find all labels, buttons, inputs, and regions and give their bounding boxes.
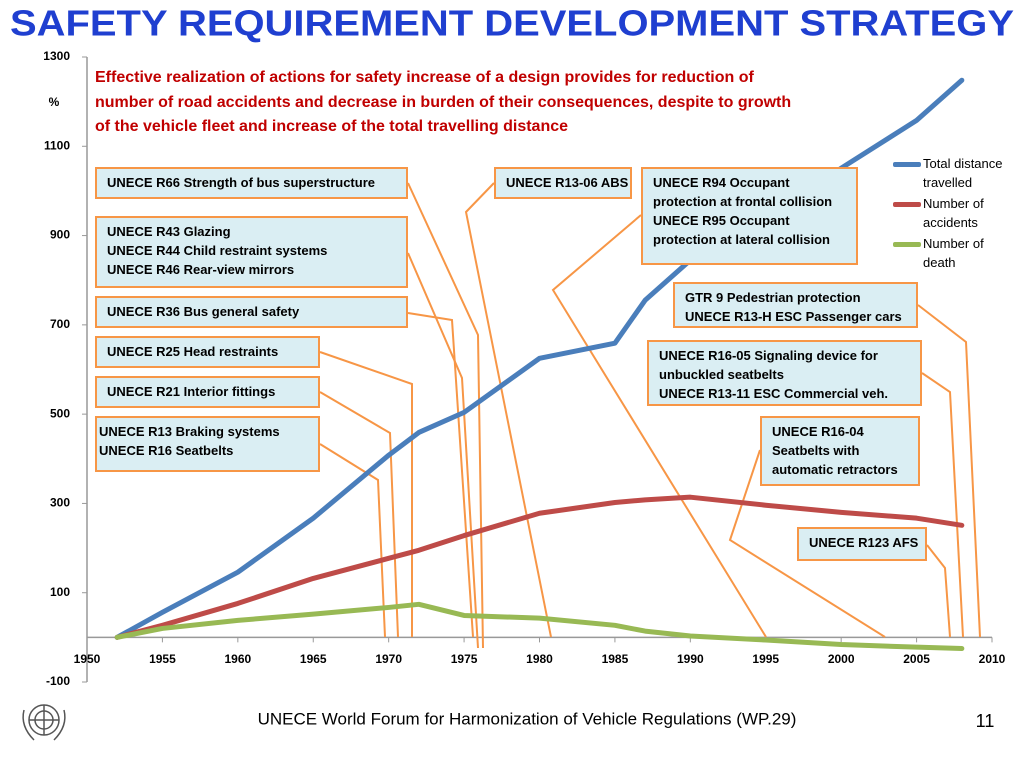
callout-line: [917, 304, 981, 638]
annotation-line: UNECE R16-05 Signaling device for: [659, 348, 878, 363]
annotation-line: UNECE R13-06 ABS: [506, 175, 629, 190]
annotation-line: protection at frontal collision: [653, 194, 833, 209]
annotation-line: Seatbelts with: [772, 443, 860, 458]
legend-swatch: [893, 202, 921, 207]
subtitle: Effective realization of actions for saf…: [95, 66, 791, 140]
annotation-box: UNECE R66 Strength of bus superstructure: [95, 167, 408, 199]
footer-text: UNECE World Forum for Harmonization of V…: [258, 709, 797, 728]
x-tick-label: 1955: [149, 652, 176, 666]
y-tick-label: 300: [50, 496, 70, 510]
callout-line: [728, 449, 886, 638]
legend-swatch: [893, 162, 921, 167]
callout-line: [926, 544, 951, 638]
annotation-box: UNECE R13-06 ABS: [494, 167, 632, 199]
x-tick-label: 2010: [979, 652, 1006, 666]
un-logo: [22, 704, 66, 741]
callout-line: [407, 312, 474, 638]
annotation-line: automatic retractors: [772, 462, 898, 477]
annotation-box: UNECE R43 Glazing UNECE R44 Child restrai…: [95, 216, 408, 288]
annotation-line: protection at lateral collision: [653, 232, 830, 247]
x-tick-label: 1995: [752, 652, 779, 666]
annotation-line: UNECE R46 Rear-view mirrors: [107, 262, 295, 277]
y-tick-label: 100: [50, 585, 70, 599]
annotation-box: UNECE R123 AFS: [797, 527, 927, 561]
subtitle-line: number of road accidents and decrease in…: [95, 93, 792, 111]
annotation-line: UNECE R43 Glazing: [107, 224, 231, 239]
y-tick-label: 500: [50, 406, 70, 420]
callout-line: [319, 351, 413, 637]
annotation-line: UNECE R16 Seatbelts: [99, 443, 234, 458]
subtitle-line: of the vehicle fleet and increase of the…: [95, 118, 569, 135]
annotation-box: UNECE R16-05 Signaling device for unbuckl…: [647, 340, 922, 406]
y-tick-label: 1100: [44, 138, 70, 152]
annotation-line: UNECE R44 Child restraint systems: [107, 243, 328, 258]
x-tick-label: 1985: [602, 652, 629, 666]
y-tick-label: 900: [50, 228, 70, 242]
annotation-line: UNECE R25 Head restraints: [107, 344, 279, 359]
legend: Total distance travelled Number of accide…: [893, 154, 1018, 274]
annotation-line: UNECE R13 Braking systems: [99, 424, 280, 439]
annotation-line: UNECE R94 Occupant: [653, 175, 790, 190]
x-tick-label: 1980: [526, 652, 553, 666]
callout-line: [319, 443, 386, 638]
x-tick-label: 1950: [74, 652, 101, 666]
x-tick-label: 1975: [451, 652, 478, 666]
callout-line: [319, 391, 399, 638]
annotation-box: UNECE R94 Occupant protection at frontal …: [641, 167, 858, 265]
subtitle-line: Effective realization of actions for saf…: [95, 69, 754, 86]
annotation-box: GTR 9 Pedestrian protection UNECE R13-H E…: [673, 282, 918, 328]
annotation-line: UNECE R13-H ESC Passenger cars: [685, 309, 902, 324]
x-tick-label: 1965: [300, 652, 327, 666]
annotation-box: UNECE R13 Braking systems UNECE R16 Seatb…: [95, 416, 320, 472]
annotation-line: UNECE R36 Bus general safety: [107, 304, 300, 319]
callout-line: [407, 252, 479, 649]
annotation-line: UNECE R95 Occupant: [653, 213, 790, 228]
x-tick-label: 1970: [375, 652, 402, 666]
legend-label: Total distance travelled: [923, 156, 1003, 190]
legend-item: Number of death: [893, 234, 1018, 272]
annotation-line: UNECE R16-04: [772, 424, 864, 439]
legend-label: Number of accidents: [923, 196, 984, 230]
callout-line: [551, 214, 767, 638]
legend-item: Total distance travelled: [893, 154, 1018, 192]
y-axis-label: %: [49, 95, 60, 109]
legend-label: Number of death: [923, 236, 984, 270]
slide-title: SAFETY REQUIREMENT DEVELOPMENT STRATEGY: [10, 3, 1014, 44]
annotation-line: UNECE R21 Interior fittings: [107, 384, 276, 399]
annotation-line: UNECE R66 Strength of bus superstructure: [107, 175, 375, 190]
annotation-line: UNECE R13-11 ESC Commercial veh.: [659, 386, 889, 401]
y-tick-label: 1300: [43, 49, 70, 63]
series-line: [114, 494, 965, 640]
legend-swatch: [893, 242, 921, 247]
annotation-box: UNECE R16-04 Seatbelts with automatic retr…: [760, 416, 920, 486]
callout-line: [407, 182, 484, 649]
legend-item: Number of accidents: [893, 194, 1018, 232]
series-line: [114, 601, 965, 652]
x-tick-label: 1990: [677, 652, 704, 666]
x-tick-label: 2000: [828, 652, 855, 666]
annotation-line: UNECE R123 AFS: [809, 535, 919, 550]
annotation-line: unbuckled seatbelts: [659, 367, 784, 382]
annotation-line: GTR 9 Pedestrian protection: [685, 290, 861, 305]
page-number: 11: [976, 711, 995, 731]
callout-line: [921, 372, 964, 638]
annotation-box: UNECE R25 Head restraints: [95, 336, 320, 368]
annotation-box: UNECE R36 Bus general safety: [95, 296, 408, 328]
x-tick-label: 2005: [903, 652, 930, 666]
x-tick-label: 1960: [224, 652, 251, 666]
y-tick-label: -100: [46, 674, 70, 688]
annotation-box: UNECE R21 Interior fittings: [95, 376, 320, 408]
callout-line: [464, 182, 552, 638]
y-tick-label: 700: [50, 317, 70, 331]
